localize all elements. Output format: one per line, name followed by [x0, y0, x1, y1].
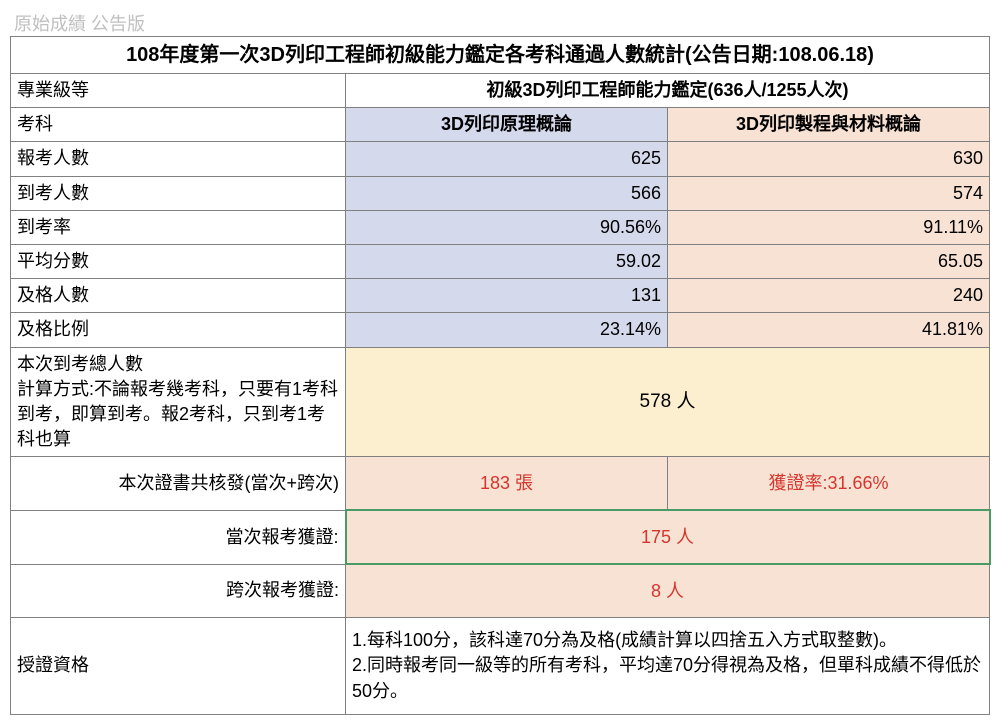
- row-v2: 574: [668, 176, 990, 210]
- data-row: 平均分數 59.02 65.05: [11, 244, 990, 278]
- row-v1: 90.56%: [346, 210, 668, 244]
- row-v1: 566: [346, 176, 668, 210]
- cross-cert-row: 跨次報考獲證: 8 人: [11, 564, 990, 618]
- row-v1: 131: [346, 279, 668, 313]
- row-v2: 630: [668, 142, 990, 176]
- row-v2: 91.11%: [668, 210, 990, 244]
- subject-1: 3D列印原理概論: [346, 108, 668, 142]
- level-label: 專業級等: [11, 74, 346, 108]
- row-label: 及格比例: [11, 313, 346, 347]
- level-value: 初級3D列印工程師能力鑑定(636人/1255人次): [346, 74, 990, 108]
- row-v1: 23.14%: [346, 313, 668, 347]
- row-label: 報考人數: [11, 142, 346, 176]
- stats-table: 108年度第一次3D列印工程師初級能力鑑定各考科通過人數統計(公告日期:108.…: [10, 36, 991, 715]
- subject-header-row: 考科 3D列印原理概論 3D列印製程與材料概論: [11, 108, 990, 142]
- subject-header-label: 考科: [11, 108, 346, 142]
- data-row: 及格人數 131 240: [11, 279, 990, 313]
- faded-header-text: 原始成績 公告版: [14, 10, 990, 36]
- row-label: 平均分數: [11, 244, 346, 278]
- data-row: 報考人數 625 630: [11, 142, 990, 176]
- cross-cert-value: 8 人: [346, 564, 990, 618]
- qualification-row: 授證資格 1.每科100分，該科達70分為及格(成績計算以四捨五入方式取整數)。…: [11, 618, 990, 715]
- total-attend-row: 本次到考總人數 計算方式:不論報考幾考科，只要有1考科到考，即算到考。報2考科，…: [11, 347, 990, 457]
- row-label: 到考率: [11, 210, 346, 244]
- data-row: 到考率 90.56% 91.11%: [11, 210, 990, 244]
- table-title: 108年度第一次3D列印工程師初級能力鑑定各考科通過人數統計(公告日期:108.…: [11, 37, 990, 74]
- cert-issued-label: 本次證書共核發(當次+跨次): [11, 457, 346, 511]
- subject-2: 3D列印製程與材料概論: [668, 108, 990, 142]
- cert-issued-rate: 獲證率:31.66%: [668, 457, 990, 511]
- cert-issued-value: 183 張: [346, 457, 668, 511]
- qualification-label: 授證資格: [11, 618, 346, 715]
- cert-issued-row: 本次證書共核發(當次+跨次) 183 張 獲證率:31.66%: [11, 457, 990, 511]
- data-row: 及格比例 23.14% 41.81%: [11, 313, 990, 347]
- row-v1: 625: [346, 142, 668, 176]
- cross-cert-label: 跨次報考獲證:: [11, 564, 346, 618]
- total-attend-value: 578 人: [346, 347, 990, 457]
- current-cert-label: 當次報考獲證:: [11, 510, 346, 564]
- level-row: 專業級等 初級3D列印工程師能力鑑定(636人/1255人次): [11, 74, 990, 108]
- data-row: 到考人數 566 574: [11, 176, 990, 210]
- current-cert-value: 175 人: [346, 510, 990, 564]
- row-v2: 65.05: [668, 244, 990, 278]
- row-v2: 41.81%: [668, 313, 990, 347]
- row-v2: 240: [668, 279, 990, 313]
- qualification-text: 1.每科100分，該科達70分為及格(成績計算以四捨五入方式取整數)。 2.同時…: [346, 618, 990, 715]
- title-row: 108年度第一次3D列印工程師初級能力鑑定各考科通過人數統計(公告日期:108.…: [11, 37, 990, 74]
- current-cert-row: 當次報考獲證: 175 人: [11, 510, 990, 564]
- row-label: 到考人數: [11, 176, 346, 210]
- row-v1: 59.02: [346, 244, 668, 278]
- total-attend-label: 本次到考總人數 計算方式:不論報考幾考科，只要有1考科到考，即算到考。報2考科，…: [11, 347, 346, 457]
- row-label: 及格人數: [11, 279, 346, 313]
